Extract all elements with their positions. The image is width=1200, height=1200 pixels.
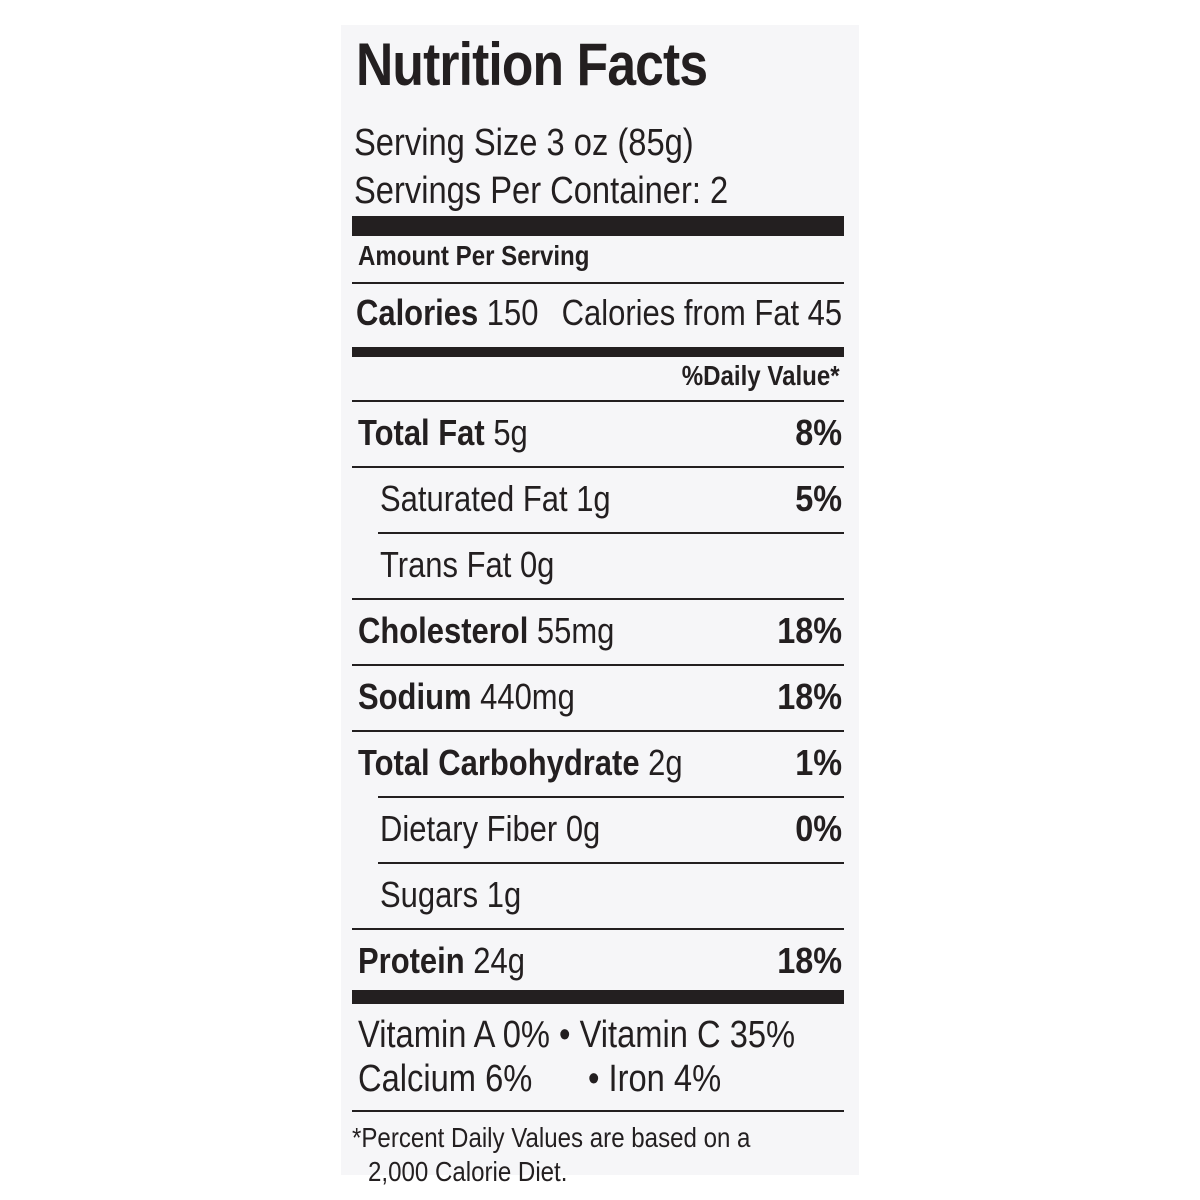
nutrient-name: Cholesterol: [358, 610, 529, 651]
divider: [352, 400, 844, 402]
divider: [352, 1110, 844, 1112]
nutrient-amount: 0g: [519, 544, 555, 585]
nutrient-row-total-carbohydrate: Total Carbohydrate 2g 1%: [352, 742, 844, 794]
nutrient-row-trans-fat: Trans Fat 0g: [352, 544, 844, 596]
vitamins-line-2-right: • Iron 4%: [588, 1058, 722, 1100]
nutrient-row-total-fat: Total Fat 5g 8%: [352, 412, 844, 464]
nutrient-amount: 0g: [565, 808, 601, 849]
nutrient-name: Sugars: [380, 874, 479, 915]
thick-divider-bottom: [352, 990, 844, 1004]
nutrient-dv: 1%: [795, 742, 842, 783]
nutrient-dv: 8%: [795, 412, 842, 453]
nutrient-name: Total Fat: [358, 412, 485, 453]
divider: [352, 730, 844, 732]
nutrient-amount: 24g: [473, 940, 525, 981]
serving-size: Serving Size 3 oz (85g): [354, 122, 694, 164]
divider: [352, 664, 844, 666]
amount-per-serving: Amount Per Serving: [358, 240, 590, 271]
nutrient-dv: 18%: [777, 676, 842, 717]
nutrient-amount: 1g: [486, 874, 522, 915]
nutrient-row-sodium: Sodium 440mg 18%: [352, 676, 844, 728]
nutrient-amount: 1g: [576, 478, 611, 519]
nutrient-dv: 5%: [795, 478, 842, 519]
calories-from-fat: Calories from Fat 45: [561, 292, 842, 333]
nutrient-name: Trans Fat: [380, 544, 512, 585]
footnote-line-2: 2,000 Calorie Diet.: [368, 1156, 568, 1187]
nutrient-name: Saturated Fat: [380, 478, 568, 519]
nutrient-name: Total Carbohydrate: [358, 742, 640, 783]
nutrient-amount: 440mg: [480, 676, 575, 717]
label-title: Nutrition Facts: [356, 31, 708, 98]
medium-divider: [352, 347, 844, 357]
nutrient-name: Sodium: [358, 676, 472, 717]
nutrient-row-sugars: Sugars 1g: [352, 874, 844, 926]
nutrient-row-protein: Protein 24g 18%: [352, 940, 844, 992]
footnote-line-1: *Percent Daily Values are based on a: [352, 1122, 751, 1153]
daily-value-header: %Daily Value*: [682, 360, 840, 391]
nutrient-amount: 5g: [493, 412, 528, 453]
nutrient-dv: 0%: [795, 808, 842, 849]
nutrient-row-cholesterol: Cholesterol 55mg 18%: [352, 610, 844, 662]
divider: [378, 796, 844, 798]
nutrition-facts-label: Nutrition Facts Serving Size 3 oz (85g) …: [352, 30, 844, 1187]
nutrient-row-dietary-fiber: Dietary Fiber 0g 0%: [352, 808, 844, 860]
nutrient-dv: 18%: [777, 940, 842, 981]
nutrient-row-saturated-fat: Saturated Fat 1g 5%: [352, 478, 844, 530]
nutrient-name: Protein: [358, 940, 465, 981]
calories: Calories 150: [356, 292, 538, 334]
divider: [378, 862, 844, 864]
divider: [352, 928, 844, 930]
divider: [378, 532, 844, 534]
servings-per-container: Servings Per Container: 2: [354, 170, 729, 212]
nutrient-name: Dietary Fiber: [380, 808, 558, 849]
divider: [352, 282, 844, 284]
divider: [352, 466, 844, 468]
nutrient-amount: 55mg: [536, 610, 615, 651]
vitamins-line-2-left: Calcium 6%: [358, 1058, 533, 1100]
calories-label: Calories: [356, 292, 479, 333]
divider: [352, 598, 844, 600]
thick-divider-top: [352, 216, 844, 236]
nutrient-dv: 18%: [777, 610, 842, 651]
vitamins-line-1: Vitamin A 0% • Vitamin C 35%: [358, 1014, 796, 1056]
nutrient-amount: 2g: [648, 742, 683, 783]
calories-value: 150: [486, 292, 539, 333]
